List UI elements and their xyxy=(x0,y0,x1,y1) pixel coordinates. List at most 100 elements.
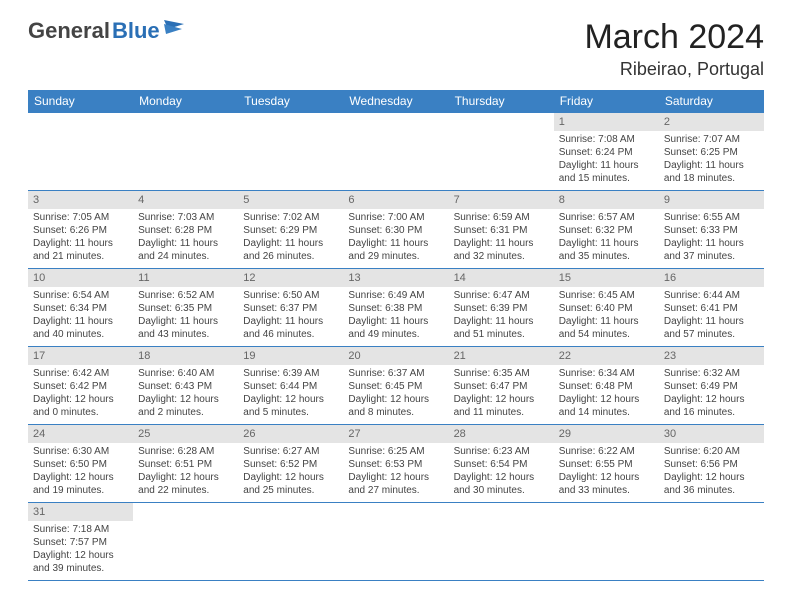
day-number: 30 xyxy=(659,425,764,443)
daylight-line: Daylight: 11 hours and 26 minutes. xyxy=(243,237,338,263)
day-body: Sunrise: 6:45 AMSunset: 6:40 PMDaylight:… xyxy=(554,287,659,345)
calendar-cell: 14Sunrise: 6:47 AMSunset: 6:39 PMDayligh… xyxy=(449,269,554,347)
calendar-cell: 21Sunrise: 6:35 AMSunset: 6:47 PMDayligh… xyxy=(449,347,554,425)
calendar-cell xyxy=(238,113,343,191)
day-number: 23 xyxy=(659,347,764,365)
calendar-cell: 4Sunrise: 7:03 AMSunset: 6:28 PMDaylight… xyxy=(133,191,238,269)
sunrise-line: Sunrise: 7:18 AM xyxy=(33,523,128,536)
sunrise-line: Sunrise: 6:35 AM xyxy=(454,367,549,380)
sunset-line: Sunset: 6:26 PM xyxy=(33,224,128,237)
calendar-cell: 24Sunrise: 6:30 AMSunset: 6:50 PMDayligh… xyxy=(28,425,133,503)
calendar-cell xyxy=(133,113,238,191)
sunrise-line: Sunrise: 6:39 AM xyxy=(243,367,338,380)
day-body: Sunrise: 7:00 AMSunset: 6:30 PMDaylight:… xyxy=(343,209,448,267)
day-number: 20 xyxy=(343,347,448,365)
sunrise-line: Sunrise: 6:52 AM xyxy=(138,289,233,302)
sunrise-line: Sunrise: 7:07 AM xyxy=(664,133,759,146)
day-number: 4 xyxy=(133,191,238,209)
weekday-header: Tuesday xyxy=(238,90,343,113)
daylight-line: Daylight: 11 hours and 46 minutes. xyxy=(243,315,338,341)
day-number: 13 xyxy=(343,269,448,287)
calendar-cell: 9Sunrise: 6:55 AMSunset: 6:33 PMDaylight… xyxy=(659,191,764,269)
daylight-line: Daylight: 11 hours and 24 minutes. xyxy=(138,237,233,263)
day-number: 18 xyxy=(133,347,238,365)
sunset-line: Sunset: 6:35 PM xyxy=(138,302,233,315)
weekday-header: Friday xyxy=(554,90,659,113)
sunrise-line: Sunrise: 6:32 AM xyxy=(664,367,759,380)
calendar-body: 1Sunrise: 7:08 AMSunset: 6:24 PMDaylight… xyxy=(28,113,764,581)
sunset-line: Sunset: 6:53 PM xyxy=(348,458,443,471)
calendar-cell xyxy=(449,113,554,191)
daylight-line: Daylight: 12 hours and 22 minutes. xyxy=(138,471,233,497)
daylight-line: Daylight: 12 hours and 25 minutes. xyxy=(243,471,338,497)
calendar-cell: 25Sunrise: 6:28 AMSunset: 6:51 PMDayligh… xyxy=(133,425,238,503)
day-body: Sunrise: 6:54 AMSunset: 6:34 PMDaylight:… xyxy=(28,287,133,345)
day-number: 12 xyxy=(238,269,343,287)
sunset-line: Sunset: 6:34 PM xyxy=(33,302,128,315)
day-number: 3 xyxy=(28,191,133,209)
day-body: Sunrise: 7:02 AMSunset: 6:29 PMDaylight:… xyxy=(238,209,343,267)
sunset-line: Sunset: 6:49 PM xyxy=(664,380,759,393)
calendar-row: 24Sunrise: 6:30 AMSunset: 6:50 PMDayligh… xyxy=(28,425,764,503)
calendar-cell: 7Sunrise: 6:59 AMSunset: 6:31 PMDaylight… xyxy=(449,191,554,269)
sunset-line: Sunset: 6:24 PM xyxy=(559,146,654,159)
sunrise-line: Sunrise: 6:59 AM xyxy=(454,211,549,224)
weekday-header: Sunday xyxy=(28,90,133,113)
day-number: 17 xyxy=(28,347,133,365)
day-body: Sunrise: 6:47 AMSunset: 6:39 PMDaylight:… xyxy=(449,287,554,345)
daylight-line: Daylight: 11 hours and 32 minutes. xyxy=(454,237,549,263)
day-number: 14 xyxy=(449,269,554,287)
daylight-line: Daylight: 11 hours and 29 minutes. xyxy=(348,237,443,263)
sunset-line: Sunset: 6:45 PM xyxy=(348,380,443,393)
sunrise-line: Sunrise: 7:03 AM xyxy=(138,211,233,224)
day-body: Sunrise: 6:44 AMSunset: 6:41 PMDaylight:… xyxy=(659,287,764,345)
month-title: March 2024 xyxy=(584,18,764,57)
sunrise-line: Sunrise: 7:02 AM xyxy=(243,211,338,224)
day-body: Sunrise: 6:40 AMSunset: 6:43 PMDaylight:… xyxy=(133,365,238,423)
day-body: Sunrise: 6:57 AMSunset: 6:32 PMDaylight:… xyxy=(554,209,659,267)
day-body: Sunrise: 6:28 AMSunset: 6:51 PMDaylight:… xyxy=(133,443,238,501)
daylight-line: Daylight: 12 hours and 0 minutes. xyxy=(33,393,128,419)
sunrise-line: Sunrise: 6:25 AM xyxy=(348,445,443,458)
sunset-line: Sunset: 6:25 PM xyxy=(664,146,759,159)
daylight-line: Daylight: 12 hours and 5 minutes. xyxy=(243,393,338,419)
daylight-line: Daylight: 12 hours and 39 minutes. xyxy=(33,549,128,575)
sunset-line: Sunset: 6:30 PM xyxy=(348,224,443,237)
sunrise-line: Sunrise: 6:27 AM xyxy=(243,445,338,458)
calendar-cell: 18Sunrise: 6:40 AMSunset: 6:43 PMDayligh… xyxy=(133,347,238,425)
weekday-header: Monday xyxy=(133,90,238,113)
weekday-header-row: SundayMondayTuesdayWednesdayThursdayFrid… xyxy=(28,90,764,113)
sunset-line: Sunset: 6:38 PM xyxy=(348,302,443,315)
day-number: 2 xyxy=(659,113,764,131)
day-number: 6 xyxy=(343,191,448,209)
sunset-line: Sunset: 6:33 PM xyxy=(664,224,759,237)
daylight-line: Daylight: 11 hours and 37 minutes. xyxy=(664,237,759,263)
calendar-cell: 13Sunrise: 6:49 AMSunset: 6:38 PMDayligh… xyxy=(343,269,448,347)
calendar-cell: 2Sunrise: 7:07 AMSunset: 6:25 PMDaylight… xyxy=(659,113,764,191)
day-body: Sunrise: 6:39 AMSunset: 6:44 PMDaylight:… xyxy=(238,365,343,423)
calendar-cell: 26Sunrise: 6:27 AMSunset: 6:52 PMDayligh… xyxy=(238,425,343,503)
calendar-cell xyxy=(554,503,659,581)
sunrise-line: Sunrise: 6:55 AM xyxy=(664,211,759,224)
day-body: Sunrise: 7:18 AMSunset: 7:57 PMDaylight:… xyxy=(28,521,133,579)
calendar-cell: 12Sunrise: 6:50 AMSunset: 6:37 PMDayligh… xyxy=(238,269,343,347)
day-number: 19 xyxy=(238,347,343,365)
calendar-cell: 3Sunrise: 7:05 AMSunset: 6:26 PMDaylight… xyxy=(28,191,133,269)
day-body: Sunrise: 7:05 AMSunset: 6:26 PMDaylight:… xyxy=(28,209,133,267)
sunrise-line: Sunrise: 6:50 AM xyxy=(243,289,338,302)
calendar-row: 3Sunrise: 7:05 AMSunset: 6:26 PMDaylight… xyxy=(28,191,764,269)
title-block: March 2024 Ribeirao, Portugal xyxy=(584,18,764,80)
day-body: Sunrise: 6:20 AMSunset: 6:56 PMDaylight:… xyxy=(659,443,764,501)
day-number: 25 xyxy=(133,425,238,443)
day-number: 7 xyxy=(449,191,554,209)
weekday-header: Thursday xyxy=(449,90,554,113)
sunset-line: Sunset: 6:48 PM xyxy=(559,380,654,393)
logo-text-blue: Blue xyxy=(112,18,160,44)
daylight-line: Daylight: 11 hours and 15 minutes. xyxy=(559,159,654,185)
daylight-line: Daylight: 12 hours and 27 minutes. xyxy=(348,471,443,497)
weekday-header: Wednesday xyxy=(343,90,448,113)
daylight-line: Daylight: 12 hours and 11 minutes. xyxy=(454,393,549,419)
day-number: 21 xyxy=(449,347,554,365)
sunset-line: Sunset: 6:50 PM xyxy=(33,458,128,471)
calendar-cell: 16Sunrise: 6:44 AMSunset: 6:41 PMDayligh… xyxy=(659,269,764,347)
